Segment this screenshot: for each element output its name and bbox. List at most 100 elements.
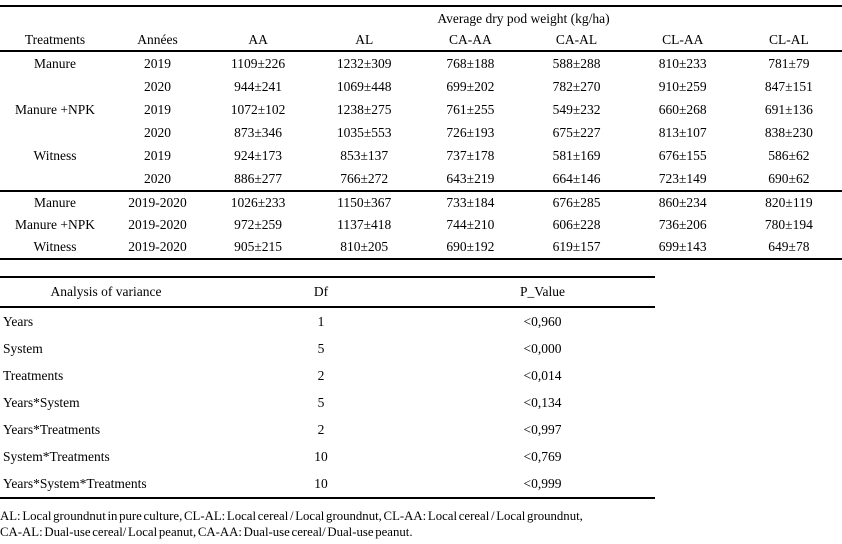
table-row: Witness 2019 924±173 853±137 737±178 581±169 6… bbox=[0, 144, 842, 167]
value-cell: 699±143 bbox=[658, 239, 707, 254]
value-cell: 699±202 bbox=[446, 78, 495, 94]
anova-table-header: Analysis of variance Df P_Value bbox=[0, 277, 655, 308]
value-cell: 586±62 bbox=[768, 147, 810, 163]
column-header-row: Treatments Années AA AL CA-AA CA-AL CL-A… bbox=[0, 30, 842, 52]
year-cell: 2019-2020 bbox=[110, 190, 205, 214]
value-cell: 581±169 bbox=[552, 147, 601, 163]
value-cell: 886±277 bbox=[234, 170, 283, 186]
table-row: Years*System*Treatments 10 <0,999 bbox=[0, 470, 655, 498]
table-row: Manure 2019-2020 1026±233 1150±367 733±184 67… bbox=[0, 190, 842, 214]
value-cell: 1232±309 bbox=[336, 55, 392, 71]
treatment-cell: Manure bbox=[34, 55, 76, 71]
table-row: Manure +NPK 2019-2020 972±259 1137±418 744±2… bbox=[0, 214, 842, 236]
value-cell: 676±155 bbox=[658, 147, 707, 163]
year-cell: 2019-2020 bbox=[128, 217, 187, 232]
treatment-cell: Manure +NPK bbox=[15, 217, 95, 232]
value-cell: 726±193 bbox=[446, 124, 495, 140]
value-cell: 690±192 bbox=[446, 239, 495, 254]
value-cell: 737±178 bbox=[446, 147, 495, 163]
anova-table-body: Years 1 <0,960 System 5 <0,000 Treatments 2 <0,0… bbox=[0, 307, 655, 498]
value-cell: 810±233 bbox=[658, 55, 707, 71]
span-header-row: Average dry pod weight (kg/ha) bbox=[0, 6, 842, 30]
value-cell: 1150±367 bbox=[311, 190, 418, 214]
column-header-df: Df bbox=[212, 277, 430, 308]
value-cell: 853±137 bbox=[340, 147, 389, 163]
value-cell: 588±288 bbox=[552, 55, 601, 71]
year-cell: 2019 bbox=[144, 147, 171, 163]
column-header-ca-al: CA-AL bbox=[523, 30, 630, 52]
value-cell: 768±188 bbox=[446, 55, 495, 71]
column-header-cl-aa: CL-AA bbox=[629, 30, 736, 52]
value-cell: 873±346 bbox=[234, 124, 283, 140]
footnote-line-2: CA-AL: Dual-use cereal/ Local peanut, CA… bbox=[0, 524, 413, 539]
value-cell: 690±62 bbox=[768, 170, 810, 186]
value-cell: 675±227 bbox=[552, 124, 601, 140]
value-cell: 643±219 bbox=[446, 170, 495, 186]
treatment-cell bbox=[0, 121, 110, 144]
span-header: Average dry pod weight (kg/ha) bbox=[437, 10, 610, 26]
pod-weight-table-summary: Manure 2019-2020 1026±233 1150±367 733±184 67… bbox=[0, 190, 842, 259]
source-cell: System bbox=[3, 340, 43, 356]
value-cell: 1109±226 bbox=[230, 55, 286, 71]
value-cell: 766±272 bbox=[340, 170, 389, 186]
treatment-cell: Manure bbox=[0, 190, 110, 214]
value-cell: 660±268 bbox=[658, 101, 707, 117]
table-row: 2020 873±346 1035±553 726±193 675±227 813±107… bbox=[0, 121, 842, 144]
anova-table: Analysis of variance Df P_Value Years 1 <0… bbox=[0, 276, 655, 499]
table-row: Manure 2019 1109±226 1232±309 768±188 588±288… bbox=[0, 51, 842, 75]
column-header-row: Analysis of variance Df P_Value bbox=[0, 277, 655, 308]
year-cell: 2019 bbox=[144, 101, 171, 117]
value-cell: 723±149 bbox=[658, 170, 707, 186]
empty-cell bbox=[0, 6, 110, 30]
column-header-aa: AA bbox=[205, 30, 312, 52]
value-cell: 619±157 bbox=[552, 239, 601, 254]
value-cell: 1035±553 bbox=[336, 124, 392, 140]
column-header-al: AL bbox=[311, 30, 418, 52]
value-cell: 736±206 bbox=[658, 217, 707, 232]
column-header-years: Années bbox=[110, 30, 205, 52]
empty-cell bbox=[110, 6, 205, 30]
df-cell: 5 bbox=[317, 394, 325, 410]
df-cell: 5 bbox=[317, 340, 325, 356]
value-cell: 1137±418 bbox=[337, 217, 392, 232]
value-cell: 781±79 bbox=[768, 55, 810, 71]
pod-weight-table: Average dry pod weight (kg/ha) Treatment… bbox=[0, 5, 842, 260]
value-cell: 733±184 bbox=[417, 190, 524, 214]
year-cell: 2019 bbox=[144, 55, 171, 71]
value-cell: 860±234 bbox=[629, 190, 736, 214]
pvalue-cell: <0,999 bbox=[523, 475, 562, 491]
value-cell: 810±205 bbox=[340, 239, 389, 254]
value-cell: 924±173 bbox=[234, 147, 283, 163]
value-cell: 744±210 bbox=[446, 217, 495, 232]
treatment-cell: Witness bbox=[33, 147, 77, 163]
pvalue-cell: <0,997 bbox=[523, 421, 562, 437]
pvalue-cell: <0,960 bbox=[523, 313, 562, 329]
source-cell: Years bbox=[3, 313, 34, 329]
value-cell: 905±215 bbox=[234, 239, 283, 254]
source-cell: Years*Treatments bbox=[3, 421, 101, 437]
value-cell: 910±259 bbox=[658, 78, 707, 94]
value-cell: 813±107 bbox=[658, 124, 707, 140]
column-header-analysis: Analysis of variance bbox=[0, 277, 212, 308]
table-row: Years*Treatments 2 <0,997 bbox=[0, 416, 655, 443]
year-cell: 2020 bbox=[144, 78, 171, 94]
value-cell: 691±136 bbox=[764, 101, 813, 117]
value-cell: 1238±275 bbox=[336, 101, 392, 117]
table-row: Years 1 <0,960 bbox=[0, 307, 655, 335]
treatment-cell bbox=[0, 75, 110, 98]
pvalue-cell: <0,014 bbox=[523, 367, 562, 383]
footnote: AL: Local groundnut in pure culture, CL-… bbox=[0, 509, 690, 540]
pvalue-cell: <0,769 bbox=[523, 448, 562, 464]
value-cell: 838±230 bbox=[764, 124, 813, 140]
pod-weight-table-header: Average dry pod weight (kg/ha) Treatment… bbox=[0, 6, 842, 52]
df-cell: 10 bbox=[314, 475, 328, 491]
column-header-pvalue: P_Value bbox=[430, 277, 655, 308]
value-cell: 649±78 bbox=[768, 239, 810, 254]
df-cell: 10 bbox=[314, 448, 328, 464]
source-cell: Treatments bbox=[3, 367, 64, 383]
table-row: System 5 <0,000 bbox=[0, 335, 655, 362]
table-row: Treatments 2 <0,014 bbox=[0, 362, 655, 389]
table-row: System*Treatments 10 <0,769 bbox=[0, 443, 655, 470]
table-row: Witness 2019-2020 905±215 810±205 690±192 619… bbox=[0, 236, 842, 259]
